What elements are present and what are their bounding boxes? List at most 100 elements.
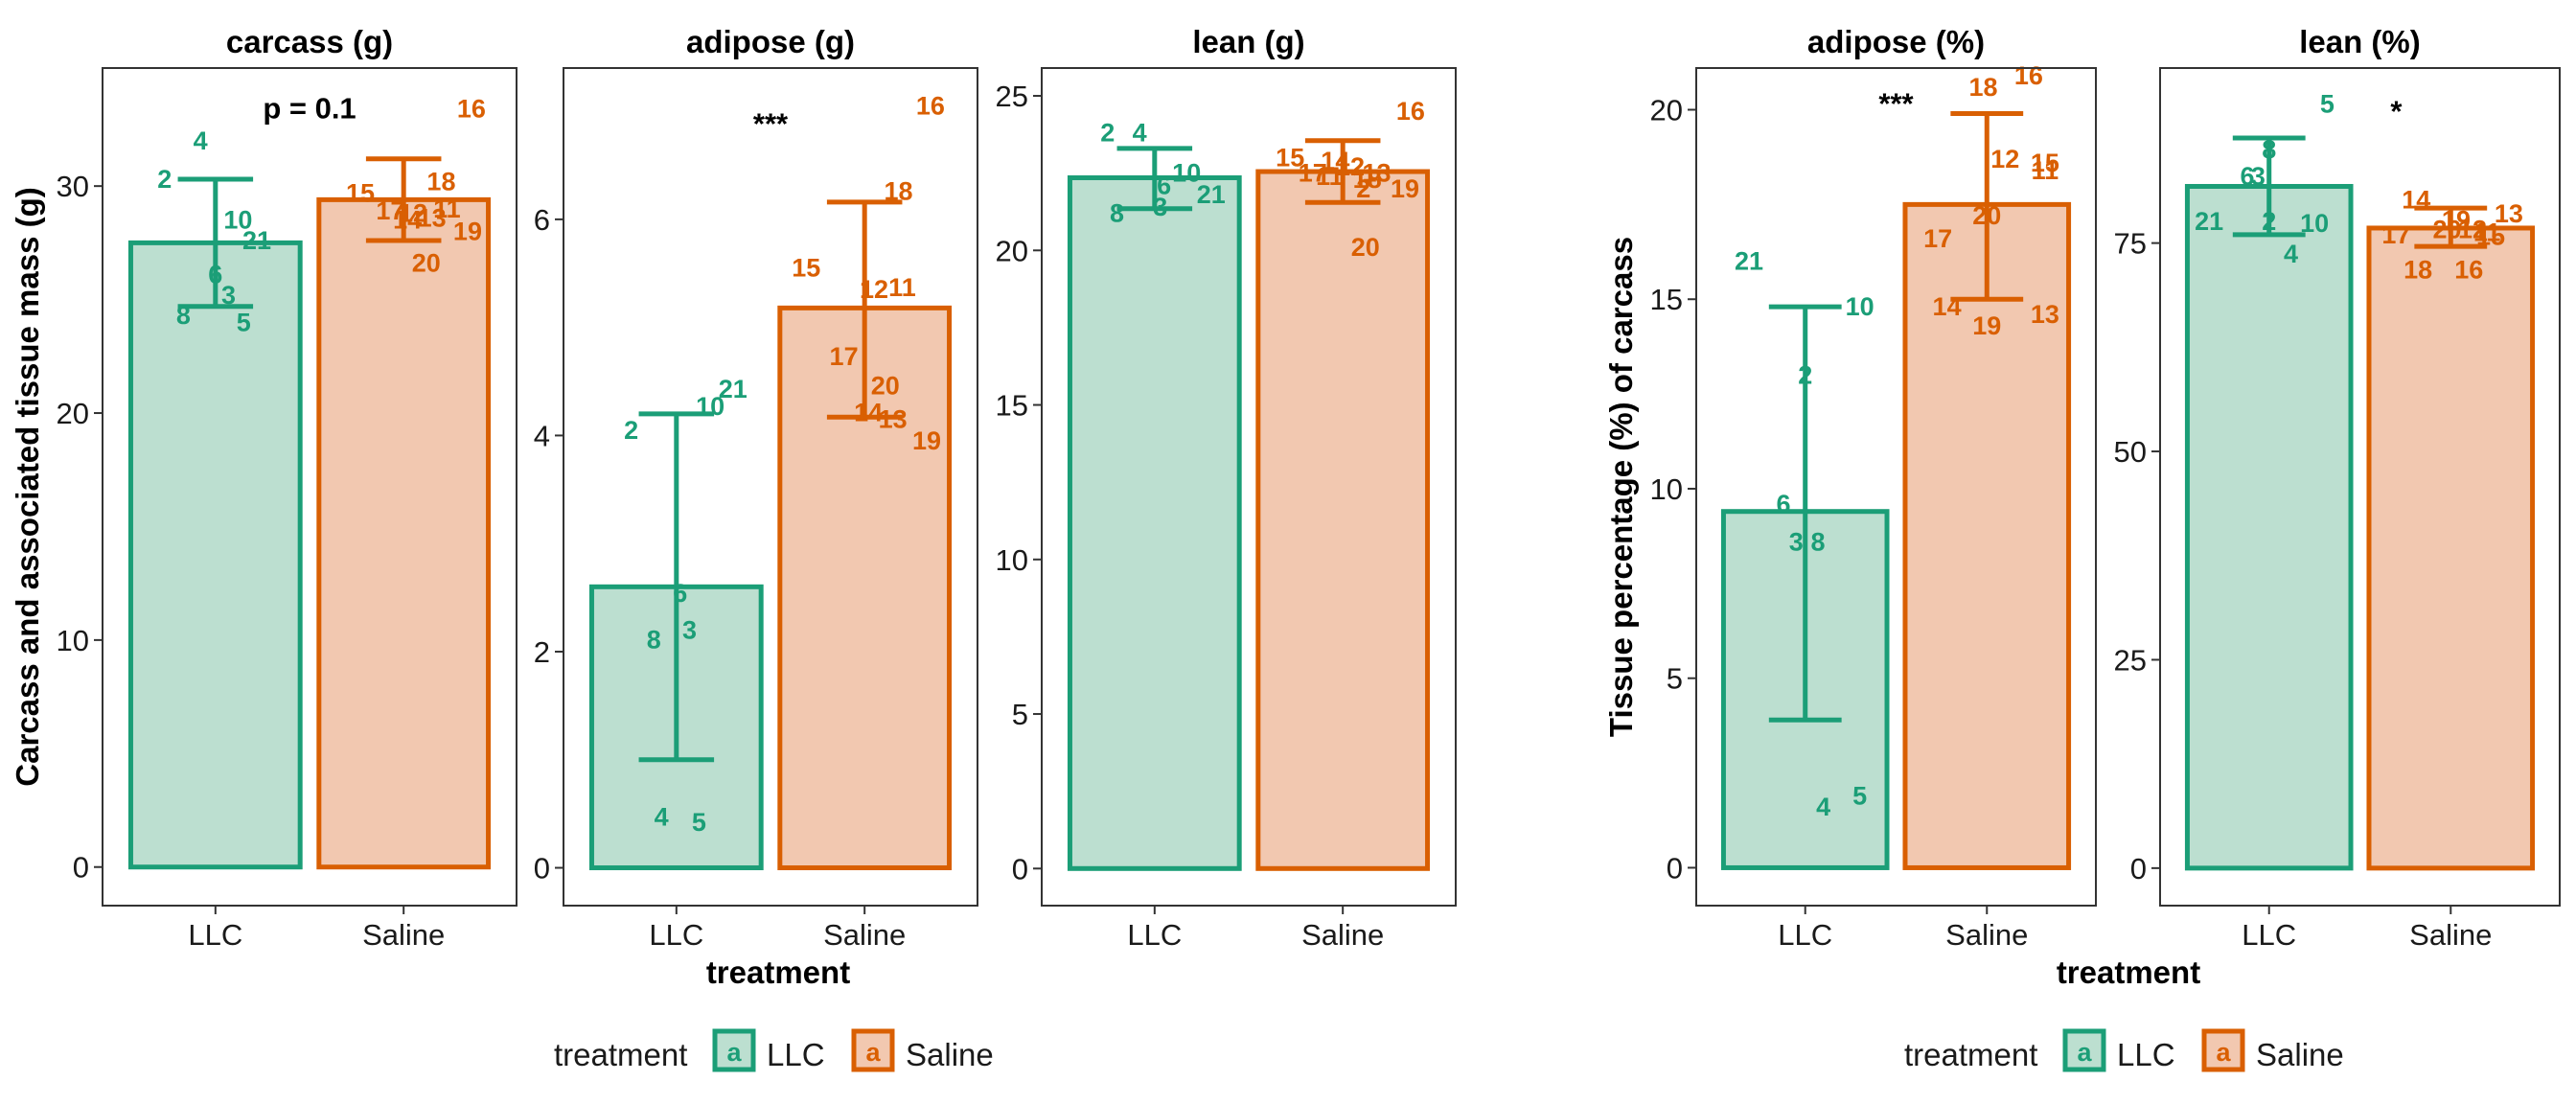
point-label: 18 — [1968, 73, 1997, 102]
y-tick-label: 25 — [2114, 643, 2147, 677]
x-axis-title: treatment — [706, 954, 850, 990]
point-label: 14 — [2402, 185, 2430, 214]
panel-title: lean (g) — [1192, 24, 1304, 59]
x-tick-label: Saline — [2409, 918, 2492, 952]
point-label: 2 — [1356, 174, 1370, 203]
point-label: 6 — [208, 261, 222, 289]
panel-border — [2159, 67, 2561, 907]
y-tick-label: 20 — [1650, 94, 1683, 127]
legend-swatch — [712, 1028, 756, 1072]
point-label: 3 — [682, 615, 697, 644]
point-label: 10 — [223, 206, 252, 235]
point-label: 2 — [157, 165, 172, 194]
point-label: 16 — [2014, 61, 2043, 90]
point-label: 14 — [854, 399, 883, 427]
point-label: 6 — [673, 579, 687, 608]
panel-border — [1041, 67, 1457, 907]
bar-llc — [1067, 174, 1242, 871]
point-label: 12 — [2458, 216, 2487, 244]
point-label: 8 — [176, 301, 191, 330]
point-label: 20 — [412, 249, 441, 278]
point-label: 14 — [393, 206, 422, 235]
point-label: 11 — [433, 195, 461, 223]
legend-glyph: a — [865, 1038, 881, 1067]
point-label: 4 — [1133, 119, 1147, 148]
point-label: 12 — [1990, 145, 2019, 173]
point-label: 12 — [860, 275, 888, 304]
point-label: 12 — [1336, 152, 1365, 181]
point-label: 14 — [1321, 147, 1349, 175]
bar-saline — [1902, 201, 2072, 870]
y-axis-title: Tissue percentage (%) of carcass — [1603, 237, 1639, 737]
y-tick-label: 50 — [2114, 435, 2147, 469]
point-label: 13 — [879, 405, 908, 434]
point-label: 19 — [1972, 311, 2001, 340]
panel-border — [1695, 67, 2097, 907]
panel-title: adipose (%) — [1807, 24, 1985, 59]
y-tick-label: 5 — [1012, 698, 1028, 731]
point-label: 10 — [2300, 209, 2329, 238]
bar-llc — [127, 240, 303, 870]
point-label: 5 — [237, 308, 251, 336]
point-label: 21 — [719, 375, 748, 403]
point-label: 3 — [1153, 193, 1167, 221]
x-tick-label: LLC — [2242, 918, 2296, 952]
y-tick-label: 75 — [2114, 227, 2147, 261]
panel-border — [563, 67, 978, 907]
error-bar-saline — [826, 199, 903, 420]
legend-label: Saline — [906, 1037, 994, 1072]
x-axis-title: treatment — [2057, 954, 2200, 990]
legend-swatch — [2062, 1028, 2106, 1072]
legend-glyph: a — [2216, 1038, 2231, 1067]
point-label: 19 — [1391, 174, 1419, 203]
legend-glyph: a — [2077, 1038, 2092, 1067]
point-label: 4 — [2284, 240, 2298, 268]
point-label: 18 — [426, 167, 455, 196]
y-tick-label: 2 — [534, 635, 550, 669]
point-label: 5 — [1852, 781, 1867, 810]
error-bar-llc — [1768, 304, 1842, 723]
point-label: 16 — [457, 95, 486, 124]
bar-saline — [316, 196, 492, 870]
point-label: 21 — [242, 226, 271, 255]
panel-title: lean (%) — [2299, 24, 2421, 59]
y-tick-label: 15 — [996, 389, 1028, 423]
point-label: 19 — [912, 426, 941, 455]
point-label: 19 — [453, 218, 482, 246]
legend-key-llc: a — [712, 1028, 756, 1072]
y-tick-label: 20 — [996, 234, 1028, 267]
x-tick-label: LLC — [649, 918, 703, 952]
point-label: 5 — [692, 808, 706, 837]
point-label: 2 — [624, 416, 638, 445]
point-label: 19 — [2442, 205, 2471, 234]
y-tick-label: 0 — [1667, 851, 1683, 885]
point-label: 17 — [830, 342, 859, 371]
significance-annotation: * — [2390, 94, 2403, 127]
point-label: 6 — [1776, 490, 1790, 518]
x-tick-label: Saline — [1945, 918, 2028, 952]
point-label: 6 — [1157, 172, 1171, 200]
point-label: 3 — [221, 281, 236, 310]
y-axis-title: Carcass and associated tissue mass (g) — [10, 187, 45, 786]
point-label: 5 — [2320, 89, 2334, 118]
point-label: 11 — [888, 273, 916, 302]
panel-title: carcass (g) — [226, 24, 393, 59]
y-tick-label: 10 — [57, 624, 89, 657]
point-label: 16 — [2454, 255, 2483, 284]
point-label: 2 — [1798, 360, 1812, 389]
point-label: 13 — [418, 203, 447, 232]
point-label: 15 — [1276, 144, 1304, 172]
y-tick-label: 4 — [534, 419, 550, 452]
point-label: 10 — [696, 392, 724, 421]
error-bar-llc — [177, 176, 254, 310]
legend-label: LLC — [2117, 1037, 2175, 1072]
legend-title: treatment — [554, 1037, 687, 1072]
error-bar-saline — [1950, 110, 2024, 302]
point-label: 11 — [1316, 162, 1344, 191]
point-label: 17 — [2381, 220, 2410, 249]
point-label: 15 — [346, 178, 375, 207]
x-tick-label: LLC — [1127, 918, 1182, 952]
point-label: 17 — [1299, 159, 1327, 188]
